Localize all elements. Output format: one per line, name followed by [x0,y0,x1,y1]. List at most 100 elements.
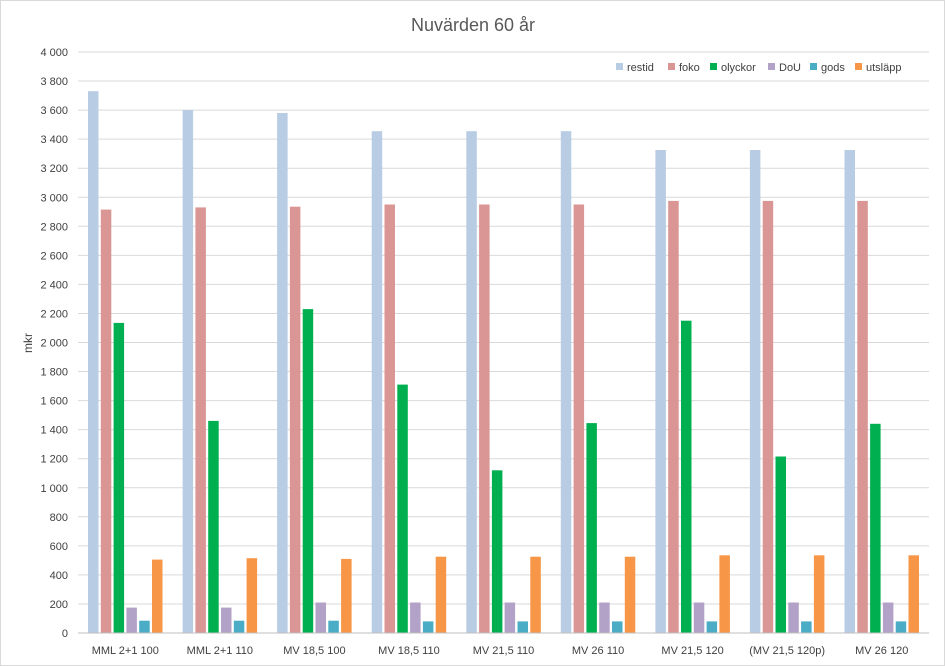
bar-foko-5 [573,204,585,633]
x-category-label: MML 2+1 110 [187,645,253,657]
x-category-label: MV 26 110 [572,645,624,657]
bar-utslpp-2 [341,558,352,633]
x-category-label: MV 26 120 [855,645,908,657]
bar-utslpp-1 [246,558,258,633]
gridlines [78,51,929,605]
bar-utslpp-0 [152,559,163,633]
x-category-label: (MV 21,5 120p) [749,645,825,657]
legend: restid foko olyckor DoU gods utsläpp [616,62,901,74]
bar-olyckor-7 [775,456,786,633]
legend-swatch [668,63,675,70]
x-category-label: MV 21,5 110 [473,645,535,657]
bar-restid-6 [655,150,666,633]
bar-DoU-1 [221,607,232,633]
legend-label: olyckor [721,62,756,74]
bar-utslpp-5 [624,556,636,633]
y-tick-label: 2 800 [40,221,68,233]
bar-restid-7 [749,150,761,633]
bar-foko-0 [100,209,112,633]
bar-utslpp-4 [530,556,541,633]
bar-olyckor-5 [586,423,597,633]
bar-olyckor-2 [302,309,314,633]
bar-utslpp-3 [435,556,447,633]
y-tick-label: 400 [50,570,68,582]
x-category-label: MV 18,5 100 [283,645,345,657]
bar-DoU-6 [693,602,705,633]
bar-utslpp-6 [719,555,730,633]
y-axis-label: mkr [21,333,35,353]
legend-swatch [810,63,817,70]
legend-label: restid [627,62,654,74]
bar-gods-4 [517,621,528,633]
bar-foko-7 [762,200,774,633]
y-tick-label: 800 [50,512,68,524]
bar-gods-0 [139,620,150,633]
legend-swatch [855,63,862,70]
y-tick-label: 1 000 [40,483,68,495]
bar-utslpp-8 [908,555,919,633]
y-tick-label: 1 800 [40,367,68,379]
bar-utslpp-7 [813,555,825,633]
y-tick-label: 3 000 [40,192,68,204]
x-category-label: MV 18,5 110 [378,645,440,657]
legend-label: utsläpp [866,62,901,74]
x-axis-categories: MML 2+1 100 MML 2+1 110 MV 18,5 100 MV 18,5… [92,645,909,657]
bar-gods-2 [328,620,339,633]
legend-label: foko [679,62,700,74]
bar-gods-6 [706,621,718,633]
bar-restid-4 [466,131,477,633]
y-tick-label: 3 400 [40,134,68,146]
bar-restid-1 [182,110,194,634]
bar-DoU-4 [504,602,516,633]
bar-restid-8 [844,150,855,633]
legend-swatch [616,63,623,70]
y-tick-label: 2 600 [40,250,68,262]
y-tick-label: 2 000 [40,338,68,350]
legend-swatch [710,63,717,70]
bar-DoU-0 [126,607,137,633]
bar-restid-0 [88,91,99,633]
bar-foko-3 [384,204,395,633]
bar-DoU-3 [410,602,421,633]
y-axis-ticks: 0 200 400 600 800 1 000 1 200 1 400 1 600 1 800 2 … [40,47,68,640]
bar-gods-8 [895,621,907,633]
bar-foko-4 [479,204,490,633]
bar-foko-2 [289,206,301,633]
bar-DoU-5 [599,602,610,633]
bar-foko-6 [668,200,679,633]
bar-gods-3 [422,621,434,633]
bar-DoU-2 [315,602,326,633]
y-tick-label: 3 800 [40,76,68,88]
bar-foko-1 [195,207,206,633]
x-category-label: MV 21,5 120 [661,645,723,657]
bar-olyckor-6 [681,320,692,633]
x-category-label: MML 2+1 100 [92,645,159,657]
bar-olyckor-0 [113,322,125,633]
legend-label: DoU [779,62,801,74]
y-tick-label: 1 600 [40,396,68,408]
y-tick-label: 2 200 [40,308,68,320]
legend-label: gods [821,62,845,74]
bar-olyckor-8 [870,423,881,633]
y-tick-label: 3 200 [40,163,68,175]
legend-swatch [768,63,775,70]
y-tick-label: 1 400 [40,425,68,437]
y-tick-label: 3 600 [40,105,68,117]
bar-gods-1 [233,620,245,633]
bar-restid-3 [371,131,383,633]
y-tick-label: 1 200 [40,454,68,466]
chart-title: Nuvärden 60 år [411,15,535,35]
bar-gods-5 [612,621,623,633]
bar-restid-5 [560,131,572,633]
bar-gods-7 [801,621,812,633]
bar-restid-2 [277,113,288,633]
bar-DoU-7 [788,602,799,633]
bar-foko-8 [857,200,868,633]
y-tick-label: 0 [62,628,68,640]
bars [88,91,919,634]
bar-olyckor-4 [491,470,503,633]
y-tick-label: 4 000 [40,47,68,59]
y-tick-label: 200 [50,599,68,611]
